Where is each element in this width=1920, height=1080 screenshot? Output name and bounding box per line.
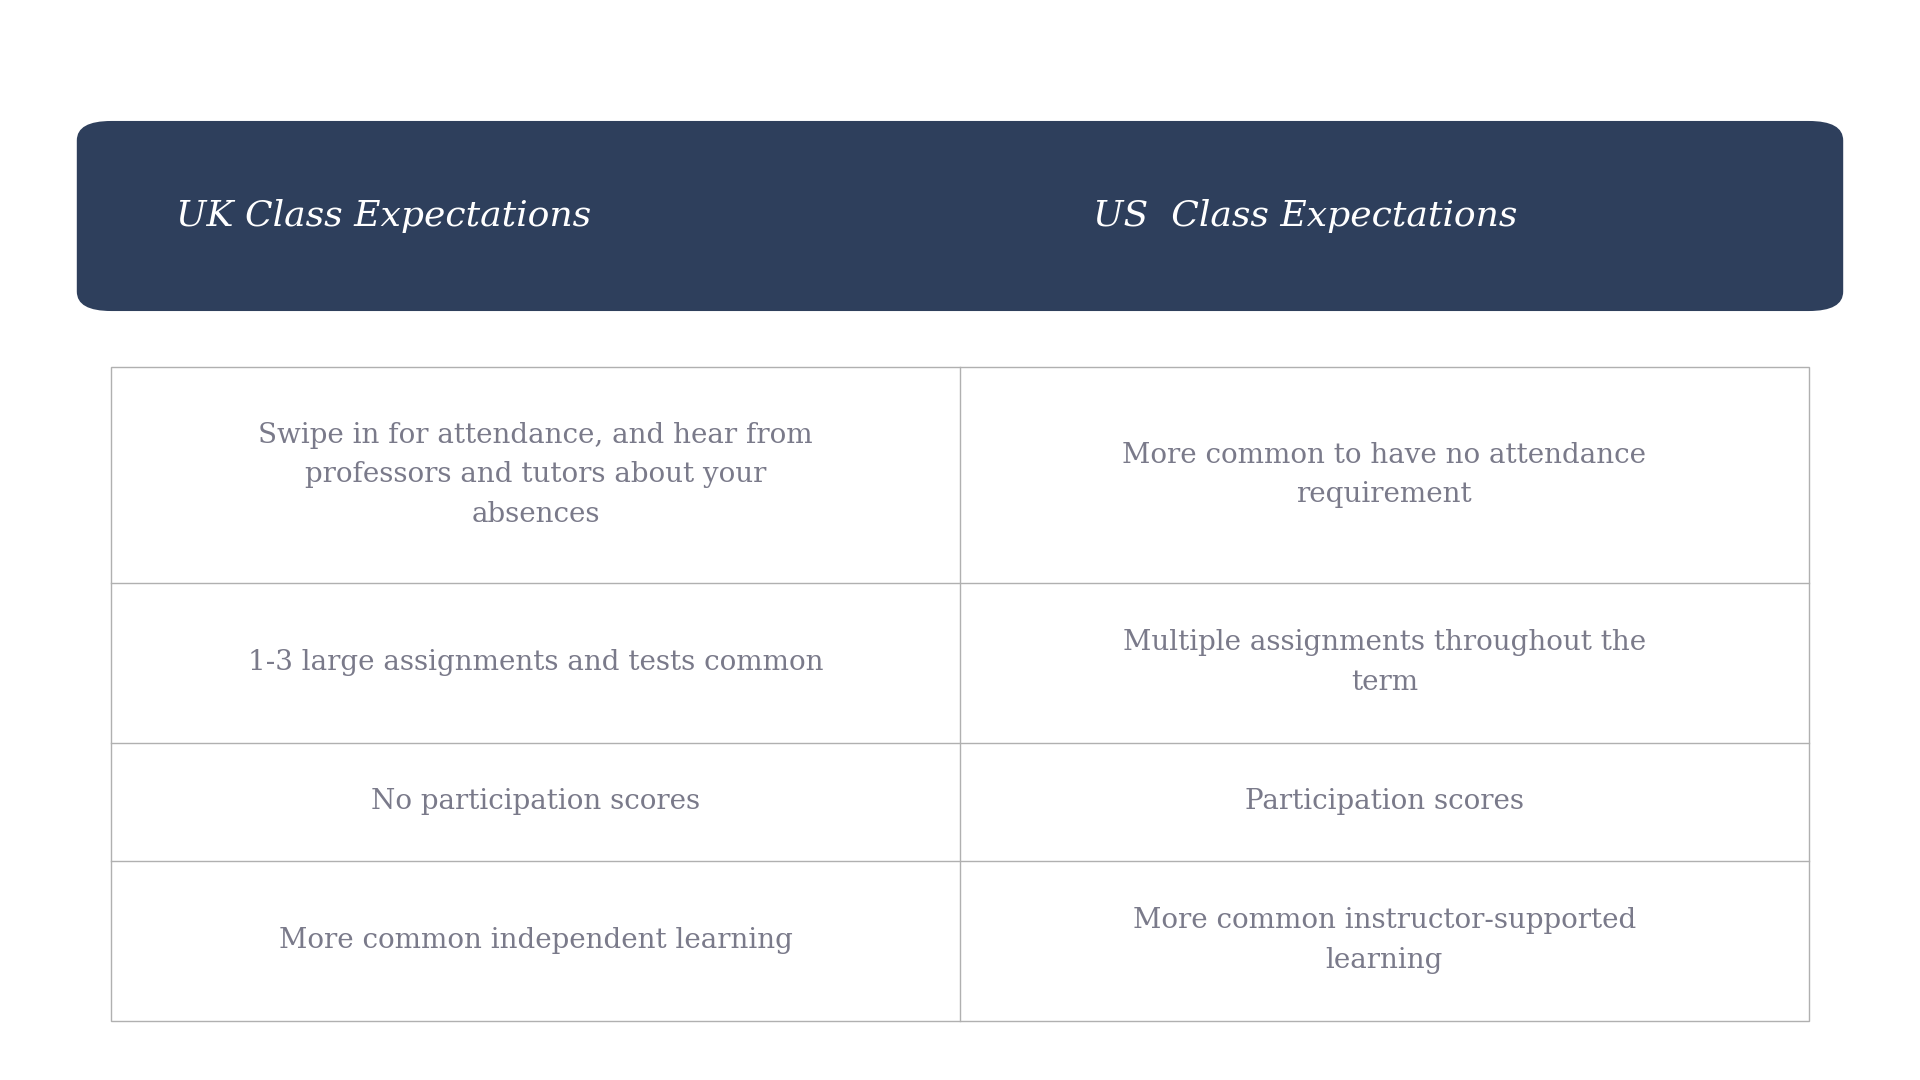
- Text: No participation scores: No participation scores: [371, 788, 701, 815]
- Text: US  Class Expectations: US Class Expectations: [1092, 199, 1519, 233]
- Text: More common to have no attendance
requirement: More common to have no attendance requir…: [1123, 442, 1645, 509]
- Text: Multiple assignments throughout the
term: Multiple assignments throughout the term: [1123, 630, 1645, 696]
- Text: Swipe in for attendance, and hear from
professors and tutors about your
absences: Swipe in for attendance, and hear from p…: [259, 422, 812, 528]
- Text: More common instructor-supported
learning: More common instructor-supported learnin…: [1133, 907, 1636, 974]
- FancyBboxPatch shape: [77, 121, 1843, 311]
- Text: More common independent learning: More common independent learning: [278, 927, 793, 954]
- Text: Participation scores: Participation scores: [1244, 788, 1524, 815]
- Text: UK Class Expectations: UK Class Expectations: [177, 199, 591, 233]
- Text: 1-3 large assignments and tests common: 1-3 large assignments and tests common: [248, 649, 824, 676]
